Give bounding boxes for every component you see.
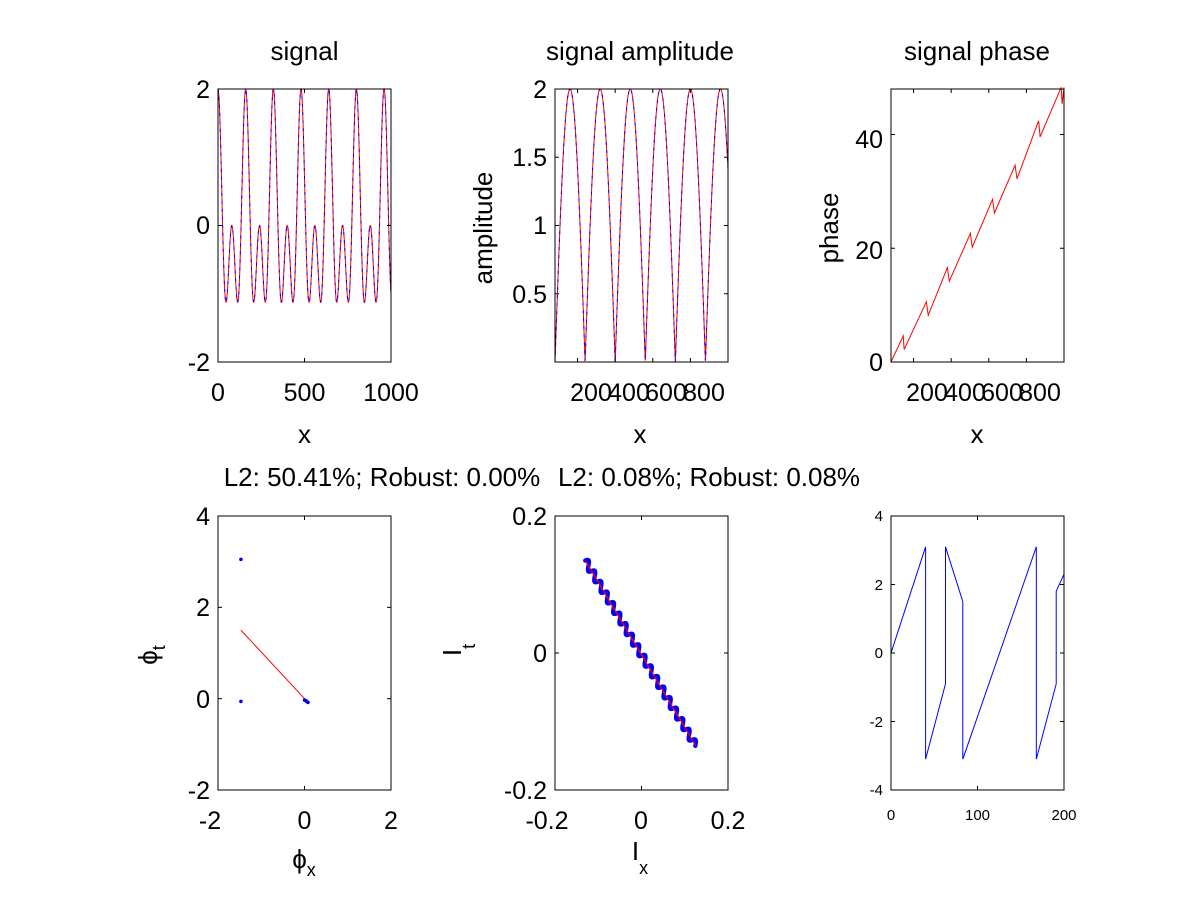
amplitude-series-blue-dashed-line [554,88,729,363]
amplitude-x-tick-label: 200 [570,379,612,407]
phase-x-tick-label: 600 [981,379,1023,407]
wrapped-axes-background [891,516,1064,790]
amplitude-axes-background [555,89,728,362]
amplitude-x-tick-label: 800 [683,379,725,407]
phi-x-label: ϕx [292,844,316,880]
phi-y-tick-label: 2 [196,594,210,622]
phi-y-tick-label: 0 [196,686,210,714]
phi-y-label-main: ϕ [133,650,163,665]
signal-axes-frame [217,88,392,363]
signal-x-tick-label: 0 [211,379,225,407]
intensity-x-label-main: I [632,836,639,866]
intensity-title: L2: 0.08%; Robust: 0.08% [558,462,860,492]
intensity-y-tick-label: 0.2 [512,503,547,531]
intensity-scatter-point [693,743,698,749]
wrapped-panel: 0 100 200 -4 -2 0 2 4 [870,508,1077,824]
intensity-x-tick-label: -0.2 [525,807,568,835]
amplitude-y-tick-label: 2 [533,76,547,104]
intensity-x-label-sub: x [639,858,648,878]
phi-title: L2: 50.41%; Robust: 0.00% [224,462,541,492]
signal-plot-lines [217,88,392,303]
amplitude-x-tick-label: 400 [608,379,650,407]
amplitude-title: signal amplitude [546,36,734,66]
phase-panel: signal phase x phase 200 400 600 800 0 2… [814,36,1065,449]
phi-scatter-point [306,700,310,705]
wrapped-y-tick-label: 2 [875,577,883,594]
phi-axes-background [218,516,391,790]
signal-x-label: x [298,419,311,449]
phi-y-label-sub: t [149,645,169,650]
intensity-panel: L2: 0.08%; Robust: 0.08% Ix It -0.2 0 0.… [437,462,860,878]
intensity-fit-line [584,560,697,746]
intensity-y-label: It [437,644,479,656]
amplitude-x-tick-label: 600 [645,379,687,407]
phase-y-tick-label: 20 [855,237,883,265]
amplitude-plot-lines [554,88,729,363]
phi-panel: L2: 50.41%; Robust: 0.00% ϕx ϕt -2 0 2 -… [133,462,540,880]
phi-plot [239,557,310,705]
signal-series-blue-dashed-line [217,88,392,303]
phi-y-tick-label: 4 [196,503,210,531]
amplitude-axes-frame [554,88,729,363]
intensity-plot [583,557,699,749]
phase-title: signal phase [904,36,1050,66]
intensity-x-tick-label: 0.2 [711,807,746,835]
phase-y-label: phase [814,193,844,264]
signal-y-tick-label: 2 [196,76,210,104]
phase-y-tick-label: 0 [869,349,883,377]
wrapped-x-tick-label: 0 [887,807,895,824]
phi-y-tick-label: -2 [188,777,210,805]
phi-x-tick-label: -2 [199,807,221,835]
intensity-x-label: Ix [632,836,648,878]
signal-x-tick-label: 500 [284,379,326,407]
wrapped-plot-lines [890,546,1065,760]
wrapped-series-line [890,546,1065,760]
phi-y-label: ϕt [133,645,169,665]
phase-x-label: x [971,419,984,449]
phase-x-tick-label: 400 [944,379,986,407]
wrapped-y-tick-label: -4 [870,782,883,799]
signal-x-tick-label: 1000 [363,379,419,407]
intensity-axes-frame [554,515,729,791]
phase-plot-lines [890,87,1065,363]
wrapped-y-tick-label: 0 [875,645,883,662]
signal-y-tick-label: 0 [196,212,210,240]
wrapped-x-tick-label: 200 [1051,807,1076,824]
phi-x-label-sub: x [307,860,316,880]
phi-x-tick-label: 2 [384,807,398,835]
intensity-axes-background [555,516,728,790]
intensity-y-label-sub: t [459,644,479,649]
phase-x-tick-label: 800 [1019,379,1061,407]
phi-axes-frame [217,515,392,791]
amplitude-y-tick-label: 1.5 [512,144,547,172]
phase-y-tick-label: 40 [855,126,883,154]
signal-axes-background [218,89,391,362]
phi-x-label-main: ϕ [292,844,307,874]
phi-scatter-point [239,699,243,704]
wrapped-y-tick-label: -2 [870,714,883,731]
intensity-x-tick-label: 0 [634,807,648,835]
signal-title: signal [271,36,339,66]
phase-axes-frame [890,88,1065,363]
phase-x-tick-label: 200 [906,379,948,407]
amplitude-y-tick-label: 1 [533,212,547,240]
intensity-y-label-main: I [437,649,467,656]
wrapped-x-tick-label: 100 [965,807,990,824]
amplitude-y-label: amplitude [468,172,498,285]
wrapped-axes-frame [890,515,1065,791]
phi-x-tick-label: 0 [298,807,312,835]
amplitude-y-tick-label: 0.5 [512,281,547,309]
intensity-y-tick-label: 0 [533,640,547,668]
signal-y-tick-label: -2 [188,349,210,377]
signal-panel: signal x 0 500 1000 -2 0 2 [188,36,419,449]
wrapped-y-tick-label: 4 [875,508,883,525]
intensity-y-tick-label: -0.2 [504,777,547,805]
amplitude-x-label: x [634,419,647,449]
amplitude-panel: signal amplitude x amplitude 200 400 600… [468,36,734,449]
phi-scatter-point [239,557,243,562]
phi-fit-line [240,629,309,703]
phase-series-line [890,87,1065,363]
